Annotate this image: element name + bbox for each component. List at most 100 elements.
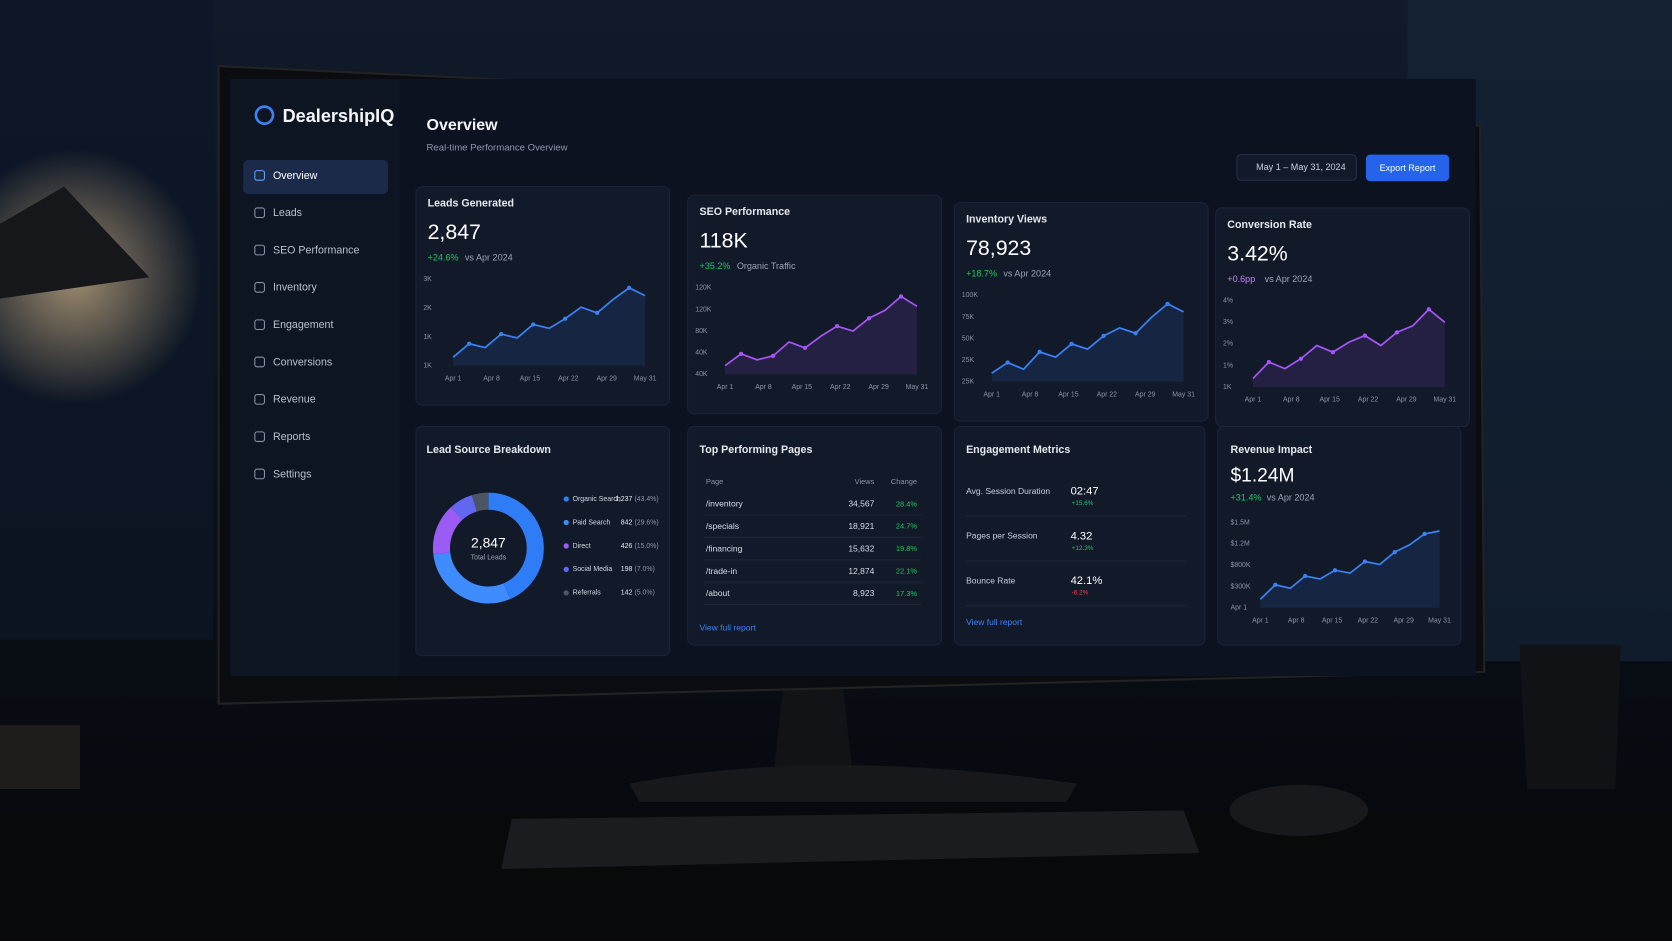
kpi-value: $1.24M [1231, 466, 1295, 487]
x-tick-label: Apr 8 [1022, 391, 1039, 398]
page-change: 24.7% [896, 522, 918, 531]
y-tick-label: 25K [962, 357, 975, 364]
point [866, 316, 872, 321]
date-picker[interactable] [1236, 154, 1357, 181]
point [1005, 360, 1010, 365]
legend-dot [563, 590, 569, 596]
x-tick-label: Apr 15 [520, 375, 541, 382]
x-tick-label: Apr 1 [717, 384, 734, 391]
donut-total: 2,847 [471, 534, 506, 550]
monitor-stand [773, 682, 854, 779]
brand: DealershipIQ [283, 106, 395, 126]
x-tick-label: Apr 1 [1252, 617, 1269, 624]
kpi-change: +18.7% [966, 268, 997, 278]
point [1266, 359, 1272, 365]
legend-label: Direct [573, 543, 591, 550]
x-tick-label: Apr 15 [1319, 397, 1340, 404]
line [724, 295, 918, 367]
point [1069, 341, 1074, 347]
x-tick-label: May 31 [906, 384, 929, 391]
legend-value: 842 [621, 519, 633, 526]
nav-item[interactable]: Leads [273, 207, 302, 219]
metric-change: +12.3% [1072, 545, 1094, 552]
donut-segment [432, 492, 544, 604]
point [499, 331, 504, 337]
legend-share: (5.0%) [634, 590, 654, 597]
x-tick-label: Apr 1 [445, 375, 462, 382]
card-title: Lead Source Breakdown [427, 444, 551, 456]
point [1037, 349, 1042, 355]
nav-item[interactable]: SEO Performance [273, 244, 360, 256]
y-tick-label: $300K [1231, 583, 1251, 590]
report-link[interactable]: View full report [699, 622, 756, 632]
y-tick-label: Apr 1 [1231, 605, 1248, 612]
point [1392, 549, 1397, 555]
y-tick-label: 40K [695, 371, 708, 378]
point [834, 324, 840, 329]
kpi-comparison: vs Apr 2024 [1267, 492, 1315, 502]
card-title: Revenue Impact [1231, 444, 1313, 456]
y-tick-label: $1.5M [1231, 519, 1250, 526]
x-tick-label: Apr 29 [597, 375, 618, 382]
nav-item[interactable]: Conversions [273, 356, 332, 368]
metric-value: 02:47 [1071, 486, 1099, 498]
y-tick-label: 80K [695, 328, 708, 335]
nav-icon [254, 356, 265, 368]
y-tick-label: 4% [1223, 298, 1233, 305]
x-tick-label: Apr 1 [983, 391, 1000, 398]
x-tick-label: Apr 22 [558, 375, 579, 382]
legend-value: 426 [621, 543, 633, 550]
legend-share: (43.4%) [634, 496, 658, 503]
x-tick-label: May 31 [1428, 617, 1451, 624]
x-tick-label: Apr 8 [1288, 617, 1305, 624]
legend-dot [563, 519, 569, 526]
metric-change: +15.6% [1072, 500, 1094, 507]
point [1101, 333, 1106, 339]
export-button[interactable] [1365, 154, 1450, 182]
point [1332, 568, 1338, 573]
x-tick-label: May 31 [1172, 391, 1195, 398]
nav-item[interactable]: Inventory [273, 282, 318, 294]
nav-item[interactable]: Reports [273, 431, 310, 443]
page-change: 19.8% [896, 544, 918, 553]
kpi-value: 2,847 [428, 220, 481, 244]
point [1273, 582, 1278, 587]
page-path: /inventory [706, 499, 744, 509]
card-title: Engagement Metrics [966, 444, 1070, 456]
line-area [453, 287, 646, 366]
x-tick-label: Apr 1 [1245, 397, 1262, 404]
report-link[interactable]: View full report [966, 617, 1023, 627]
legend-value: 1,237 [615, 496, 632, 503]
nav-active [243, 159, 389, 195]
dashboard: DealershipIQ Overview Leads SEO Performance… [243, 105, 1470, 657]
card [1217, 425, 1462, 646]
mouse [1229, 784, 1369, 836]
line [452, 286, 646, 358]
line [1252, 308, 1446, 380]
x-tick-label: Apr 22 [1097, 391, 1118, 398]
y-tick-label: 75K [962, 314, 975, 321]
y-tick-label: 25K [962, 379, 975, 386]
nav-item[interactable]: Settings [273, 468, 312, 480]
page-path: /about [706, 588, 730, 598]
page-path: /specials [706, 521, 739, 531]
nav-item[interactable]: Engagement [273, 319, 333, 331]
point [531, 322, 536, 327]
legend-label: Paid Search [573, 519, 611, 526]
point [1394, 330, 1399, 335]
legend-dot [563, 566, 569, 573]
nav-item[interactable]: Revenue [273, 394, 316, 406]
line-area [991, 303, 1184, 382]
x-tick-label: Apr 8 [1283, 397, 1300, 404]
legend-dot [563, 543, 569, 549]
y-tick-label: 1K [423, 363, 432, 370]
y-tick-label: 2K [423, 305, 432, 312]
y-tick-label: 1K [1223, 384, 1232, 391]
point [738, 351, 744, 356]
y-tick-label: $800K [1231, 562, 1251, 569]
metric-value: 42.1% [1071, 575, 1103, 587]
nav-item[interactable]: Overview [273, 170, 318, 182]
legend-value: 142 [621, 590, 633, 597]
